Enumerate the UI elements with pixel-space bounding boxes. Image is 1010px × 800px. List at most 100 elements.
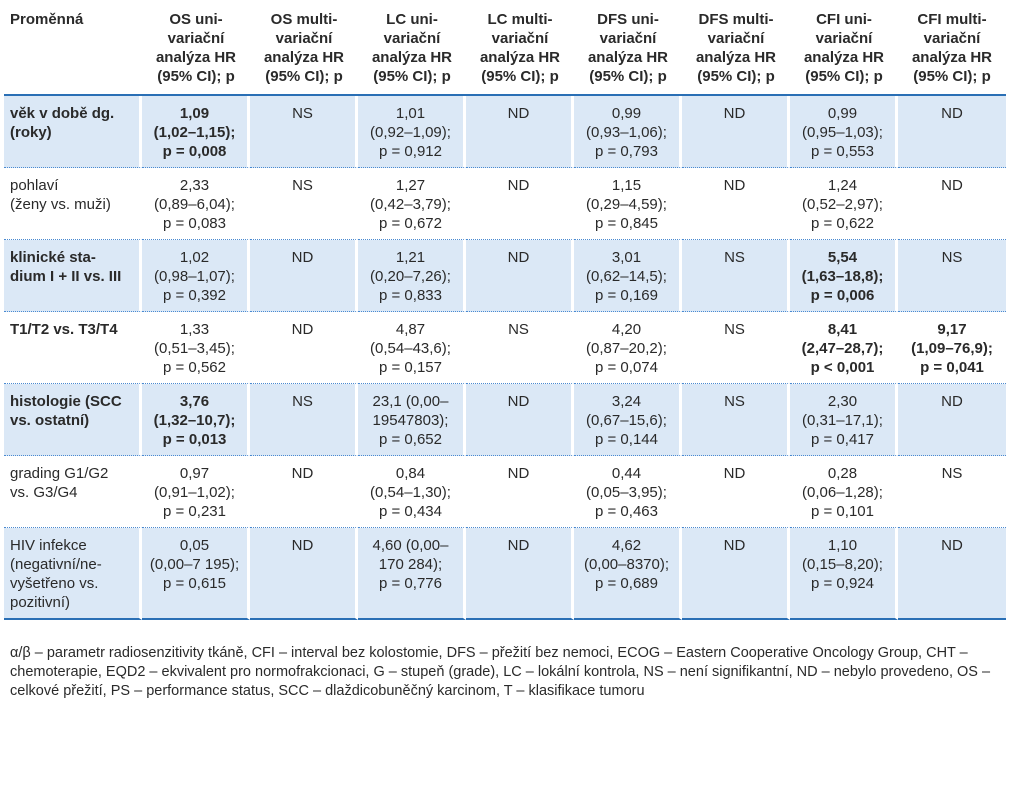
- table-row: grading G1/G2 vs. G3/G4 0,97 (0,91–1,02); p …: [4, 456, 1006, 528]
- cell-line: p = 0,157: [379, 359, 442, 376]
- header-line: analýza HR: [371, 49, 453, 66]
- table-cell: ND: [466, 384, 574, 456]
- header-line: LC uni-: [386, 11, 438, 28]
- table-cell: NS: [250, 384, 358, 456]
- cell-line: p = 0,463: [595, 503, 658, 520]
- row-label-line: dium I + II vs. III: [10, 268, 122, 285]
- cell-line: NS: [941, 249, 963, 266]
- table-cell: 4,20 (0,87–20,2); p = 0,074: [574, 312, 682, 384]
- cell-line: p = 0,689: [595, 575, 658, 592]
- row-label-line: pozitivní): [10, 594, 71, 611]
- cell-line: ND: [507, 105, 530, 122]
- cell-line: (0,98–1,07);: [154, 268, 235, 285]
- table-cell: ND: [898, 528, 1006, 620]
- cell-line: (1,02–1,15);: [153, 124, 236, 141]
- cell-line: ND: [723, 537, 746, 554]
- cell-line: (0,29–4,59);: [586, 196, 667, 213]
- row-label: klinické sta-dium I + II vs. III: [4, 240, 142, 312]
- row-label-line: HIV infekce: [10, 537, 87, 554]
- table-cell: 2,33 (0,89–6,04); p = 0,083: [142, 168, 250, 240]
- cell-line: 1,27: [395, 177, 426, 194]
- cell-line: ND: [291, 321, 314, 338]
- table-cell: ND: [250, 528, 358, 620]
- table-cell: ND: [466, 240, 574, 312]
- cell-line: p = 0,924: [811, 575, 874, 592]
- table-cell: 1,15 (0,29–4,59); p = 0,845: [574, 168, 682, 240]
- table-cell: NS: [898, 240, 1006, 312]
- cell-line: 8,41: [827, 321, 858, 338]
- table-footnote: α/β – parametr radiosenzitivity tkáně, C…: [10, 645, 991, 699]
- cell-line: (0,15–8,20);: [802, 556, 883, 573]
- cell-line: (0,06–1,28);: [802, 484, 883, 501]
- cell-line: 1,02: [179, 249, 210, 266]
- cell-line: 2,30: [827, 393, 858, 410]
- row-label-line: pohlaví: [10, 177, 59, 194]
- results-table: Proměnná OS uni-variační analýza HR (95% CI…: [4, 6, 1006, 620]
- cell-line: 1,33: [179, 321, 210, 338]
- cell-line: 0,99: [611, 105, 642, 122]
- cell-line: (0,87–20,2);: [586, 340, 667, 357]
- cell-line: 5,54: [827, 249, 858, 266]
- table-header: Proměnná OS uni-variační analýza HR (95% CI…: [4, 6, 1006, 96]
- cell-line: p = 0,417: [811, 431, 874, 448]
- header-line: CFI uni-: [816, 11, 872, 28]
- header-line: (95% CI); p: [913, 68, 991, 85]
- table-cell: ND: [466, 96, 574, 168]
- header-line: (95% CI); p: [157, 68, 235, 85]
- table-cell: 1,02 (0,98–1,07); p = 0,392: [142, 240, 250, 312]
- cell-line: p = 0,672: [379, 215, 442, 232]
- column-header: CFI multi-variační analýza HR (95% CI); p: [898, 6, 1006, 96]
- row-label: věk v době dg. (roky): [4, 96, 142, 168]
- table-cell: ND: [682, 528, 790, 620]
- cell-line: p = 0,008: [162, 143, 227, 160]
- cell-line: (1,32–10,7);: [153, 412, 236, 429]
- cell-line: 23,1 (0,00–: [372, 393, 449, 410]
- cell-line: NS: [292, 393, 313, 410]
- cell-line: 3,01: [611, 249, 642, 266]
- cell-line: (0,00–7 195);: [149, 556, 240, 573]
- table-cell: ND: [250, 240, 358, 312]
- column-header: LC multi-variační analýza HR (95% CI); p: [466, 6, 574, 96]
- header-line: analýza HR: [155, 49, 237, 66]
- cell-line: (0,31–17,1);: [802, 412, 883, 429]
- cell-line: NS: [724, 321, 745, 338]
- cell-line: p = 0,562: [163, 359, 226, 376]
- column-header-variable: Proměnná: [4, 6, 142, 96]
- cell-line: ND: [723, 105, 746, 122]
- cell-line: p = 0,912: [379, 143, 442, 160]
- row-label: histologie (SCC vs. ostatní): [4, 384, 142, 456]
- cell-line: ND: [941, 393, 963, 410]
- header-line: variační: [815, 30, 873, 47]
- cell-line: (0,54–43,6);: [370, 340, 451, 357]
- column-header: CFI uni-variační analýza HR (95% CI); p: [790, 6, 898, 96]
- cell-line: 1,21: [395, 249, 426, 266]
- header-line: analýza HR: [479, 49, 561, 66]
- table-cell: NS: [250, 96, 358, 168]
- header-line: OS multi-: [270, 11, 338, 28]
- cell-line: (0,00–8370);: [583, 556, 670, 573]
- cell-line: p = 0,392: [163, 287, 226, 304]
- header-line: (95% CI); p: [265, 68, 343, 85]
- table-row: věk v době dg. (roky) 1,09 (1,02–1,15); p = …: [4, 96, 1006, 168]
- header-line: Proměnná: [10, 11, 84, 28]
- cell-line: p = 0,776: [379, 575, 442, 592]
- cell-line: 1,09: [179, 105, 210, 122]
- cell-line: ND: [941, 177, 963, 194]
- row-label: HIV infekce (negativní/ne-vyšetřeno vs. po…: [4, 528, 142, 620]
- cell-line: ND: [507, 465, 530, 482]
- cell-line: ND: [507, 249, 530, 266]
- cell-line: NS: [941, 465, 963, 482]
- cell-line: NS: [292, 177, 313, 194]
- cell-line: NS: [724, 249, 745, 266]
- cell-line: 0,28: [827, 465, 858, 482]
- table-cell: NS: [682, 312, 790, 384]
- cell-line: (0,95–1,03);: [802, 124, 883, 141]
- table-cell: ND: [682, 456, 790, 528]
- cell-line: 4,60 (0,00–: [372, 537, 449, 554]
- cell-line: 19547803);: [372, 412, 449, 429]
- cell-line: ND: [291, 249, 314, 266]
- cell-line: 2,33: [179, 177, 210, 194]
- cell-line: p = 0,615: [163, 575, 226, 592]
- header-line: DFS uni-: [597, 11, 659, 28]
